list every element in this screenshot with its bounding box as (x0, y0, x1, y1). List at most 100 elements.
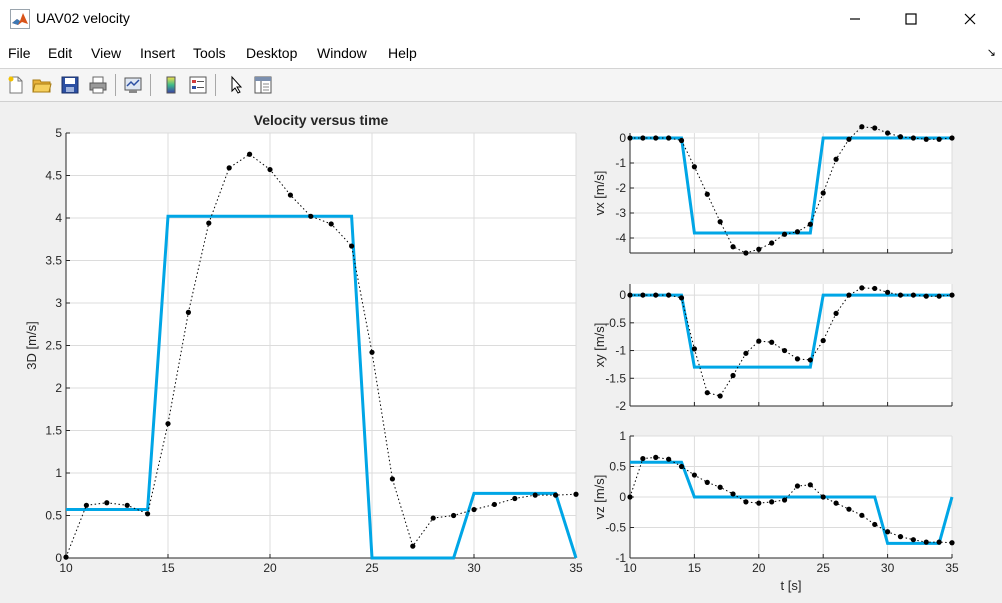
measured-data-point (653, 135, 659, 141)
window-title: UAV02 velocity (36, 10, 130, 26)
y-tick-label: -2 (615, 399, 626, 413)
measured-data-point (653, 454, 659, 460)
dock-arrow-icon[interactable]: ↘ (986, 47, 996, 59)
menu-tools[interactable]: Tools (193, 45, 226, 61)
measured-data-point (63, 554, 69, 560)
measured-data-point (781, 497, 788, 503)
measured-data-point (769, 339, 775, 345)
colorbar-icon[interactable] (159, 73, 183, 97)
measured-data-point (820, 494, 826, 500)
measured-data-point (872, 285, 878, 292)
close-button[interactable] (941, 0, 999, 38)
x-axis-label: t [s] (781, 578, 802, 593)
measured-data-point (872, 125, 878, 131)
close-icon (964, 13, 976, 25)
menu-file[interactable]: File (8, 45, 31, 61)
measured-data-point (730, 491, 736, 497)
measured-data-point (730, 372, 736, 379)
measured-data-point (691, 164, 698, 170)
measured-data-point (471, 506, 477, 513)
measured-data-point (910, 537, 916, 543)
y-tick-label: 1 (55, 466, 62, 480)
maximize-icon (905, 13, 917, 25)
x-tick-label: 30 (467, 561, 481, 575)
measured-data-point (897, 134, 904, 140)
measured-data-point (247, 151, 253, 157)
link-plot-icon[interactable] (121, 73, 145, 97)
measured-data-point (756, 246, 762, 252)
measured-data-point (451, 512, 457, 519)
menu-window[interactable]: Window (317, 45, 367, 61)
measured-data-point (389, 476, 395, 482)
measured-data-point (872, 521, 878, 528)
measured-data-point (666, 135, 672, 141)
measured-data-point (756, 338, 762, 344)
chart-title: Velocity versus time (254, 112, 389, 128)
y-tick-label: -3 (615, 206, 626, 220)
measured-data-point (794, 483, 801, 489)
y-tick-label: -0.5 (605, 316, 626, 330)
measured-data-point (846, 292, 852, 298)
measured-data-point (145, 511, 151, 517)
minimize-button[interactable] (826, 0, 884, 38)
measured-data-point (308, 213, 314, 219)
y-tick-label: -4 (615, 231, 626, 245)
menu-desktop[interactable]: Desktop (246, 45, 298, 61)
y-tick-label: 4.5 (45, 169, 62, 183)
measured-data-point (936, 293, 942, 299)
measured-data-point (491, 501, 497, 508)
legend-icon[interactable] (186, 73, 210, 97)
measured-data-point (226, 165, 232, 171)
measured-data-point (769, 240, 775, 246)
measured-data-point (328, 221, 334, 227)
measured-data-point (678, 463, 685, 470)
save-icon[interactable] (58, 73, 82, 97)
measured-data-point (923, 293, 929, 299)
measured-data-point (743, 350, 749, 356)
menu-help[interactable]: Help (388, 45, 417, 61)
y-tick-label: 0 (619, 490, 626, 504)
measured-data-point (846, 136, 852, 142)
measured-data-point (678, 137, 685, 144)
measured-data-point (666, 292, 672, 298)
x-tick-label: 35 (945, 561, 959, 575)
measured-data-point (833, 310, 839, 316)
y-tick-label: 5 (55, 126, 62, 140)
measured-data-point (410, 543, 416, 549)
property-inspector-icon[interactable] (251, 73, 275, 97)
y-tick-label: -1.5 (605, 371, 626, 385)
measured-data-point (640, 292, 646, 298)
measured-data-point (846, 506, 852, 512)
menu-bar: File Edit View Insert Tools Desktop Wind… (0, 38, 1002, 69)
measured-data-point (885, 529, 891, 535)
measured-data-point (627, 494, 633, 500)
measured-velocity-line (630, 287, 953, 397)
measured-data-point (859, 285, 865, 291)
measured-data-point (833, 500, 839, 506)
toolbar-separator (215, 74, 216, 96)
open-file-icon[interactable] (30, 73, 54, 97)
menu-edit[interactable]: Edit (48, 45, 73, 61)
y-axis-label: vz [m/s] (592, 475, 607, 520)
new-figure-icon[interactable] (4, 73, 28, 97)
measured-data-point (430, 515, 436, 521)
x-tick-label: 25 (365, 561, 379, 575)
measured-data-point (666, 456, 672, 462)
figure-canvas: 10 15 20 25 30 35 0 0.5 1 1.5 2 2.5 3 3.5 4 4.5 5 3D [m/s… (2, 102, 1002, 603)
measured-data-point (781, 231, 788, 237)
measured-data-point (885, 289, 891, 295)
pointer-icon[interactable] (224, 73, 248, 97)
y-tick-label: 3.5 (45, 254, 62, 268)
measured-data-point (756, 500, 762, 506)
menu-insert[interactable]: Insert (140, 45, 176, 61)
print-icon[interactable] (86, 73, 110, 97)
measured-data-point (910, 135, 916, 141)
menu-view[interactable]: View (91, 45, 122, 61)
measured-data-point (165, 421, 171, 427)
x-tick-label: 25 (817, 561, 831, 575)
y-tick-label: 4 (55, 211, 62, 225)
measured-data-point (717, 393, 723, 399)
y-axis-label: 3D [m/s] (24, 321, 39, 369)
maximize-button[interactable] (882, 0, 940, 38)
